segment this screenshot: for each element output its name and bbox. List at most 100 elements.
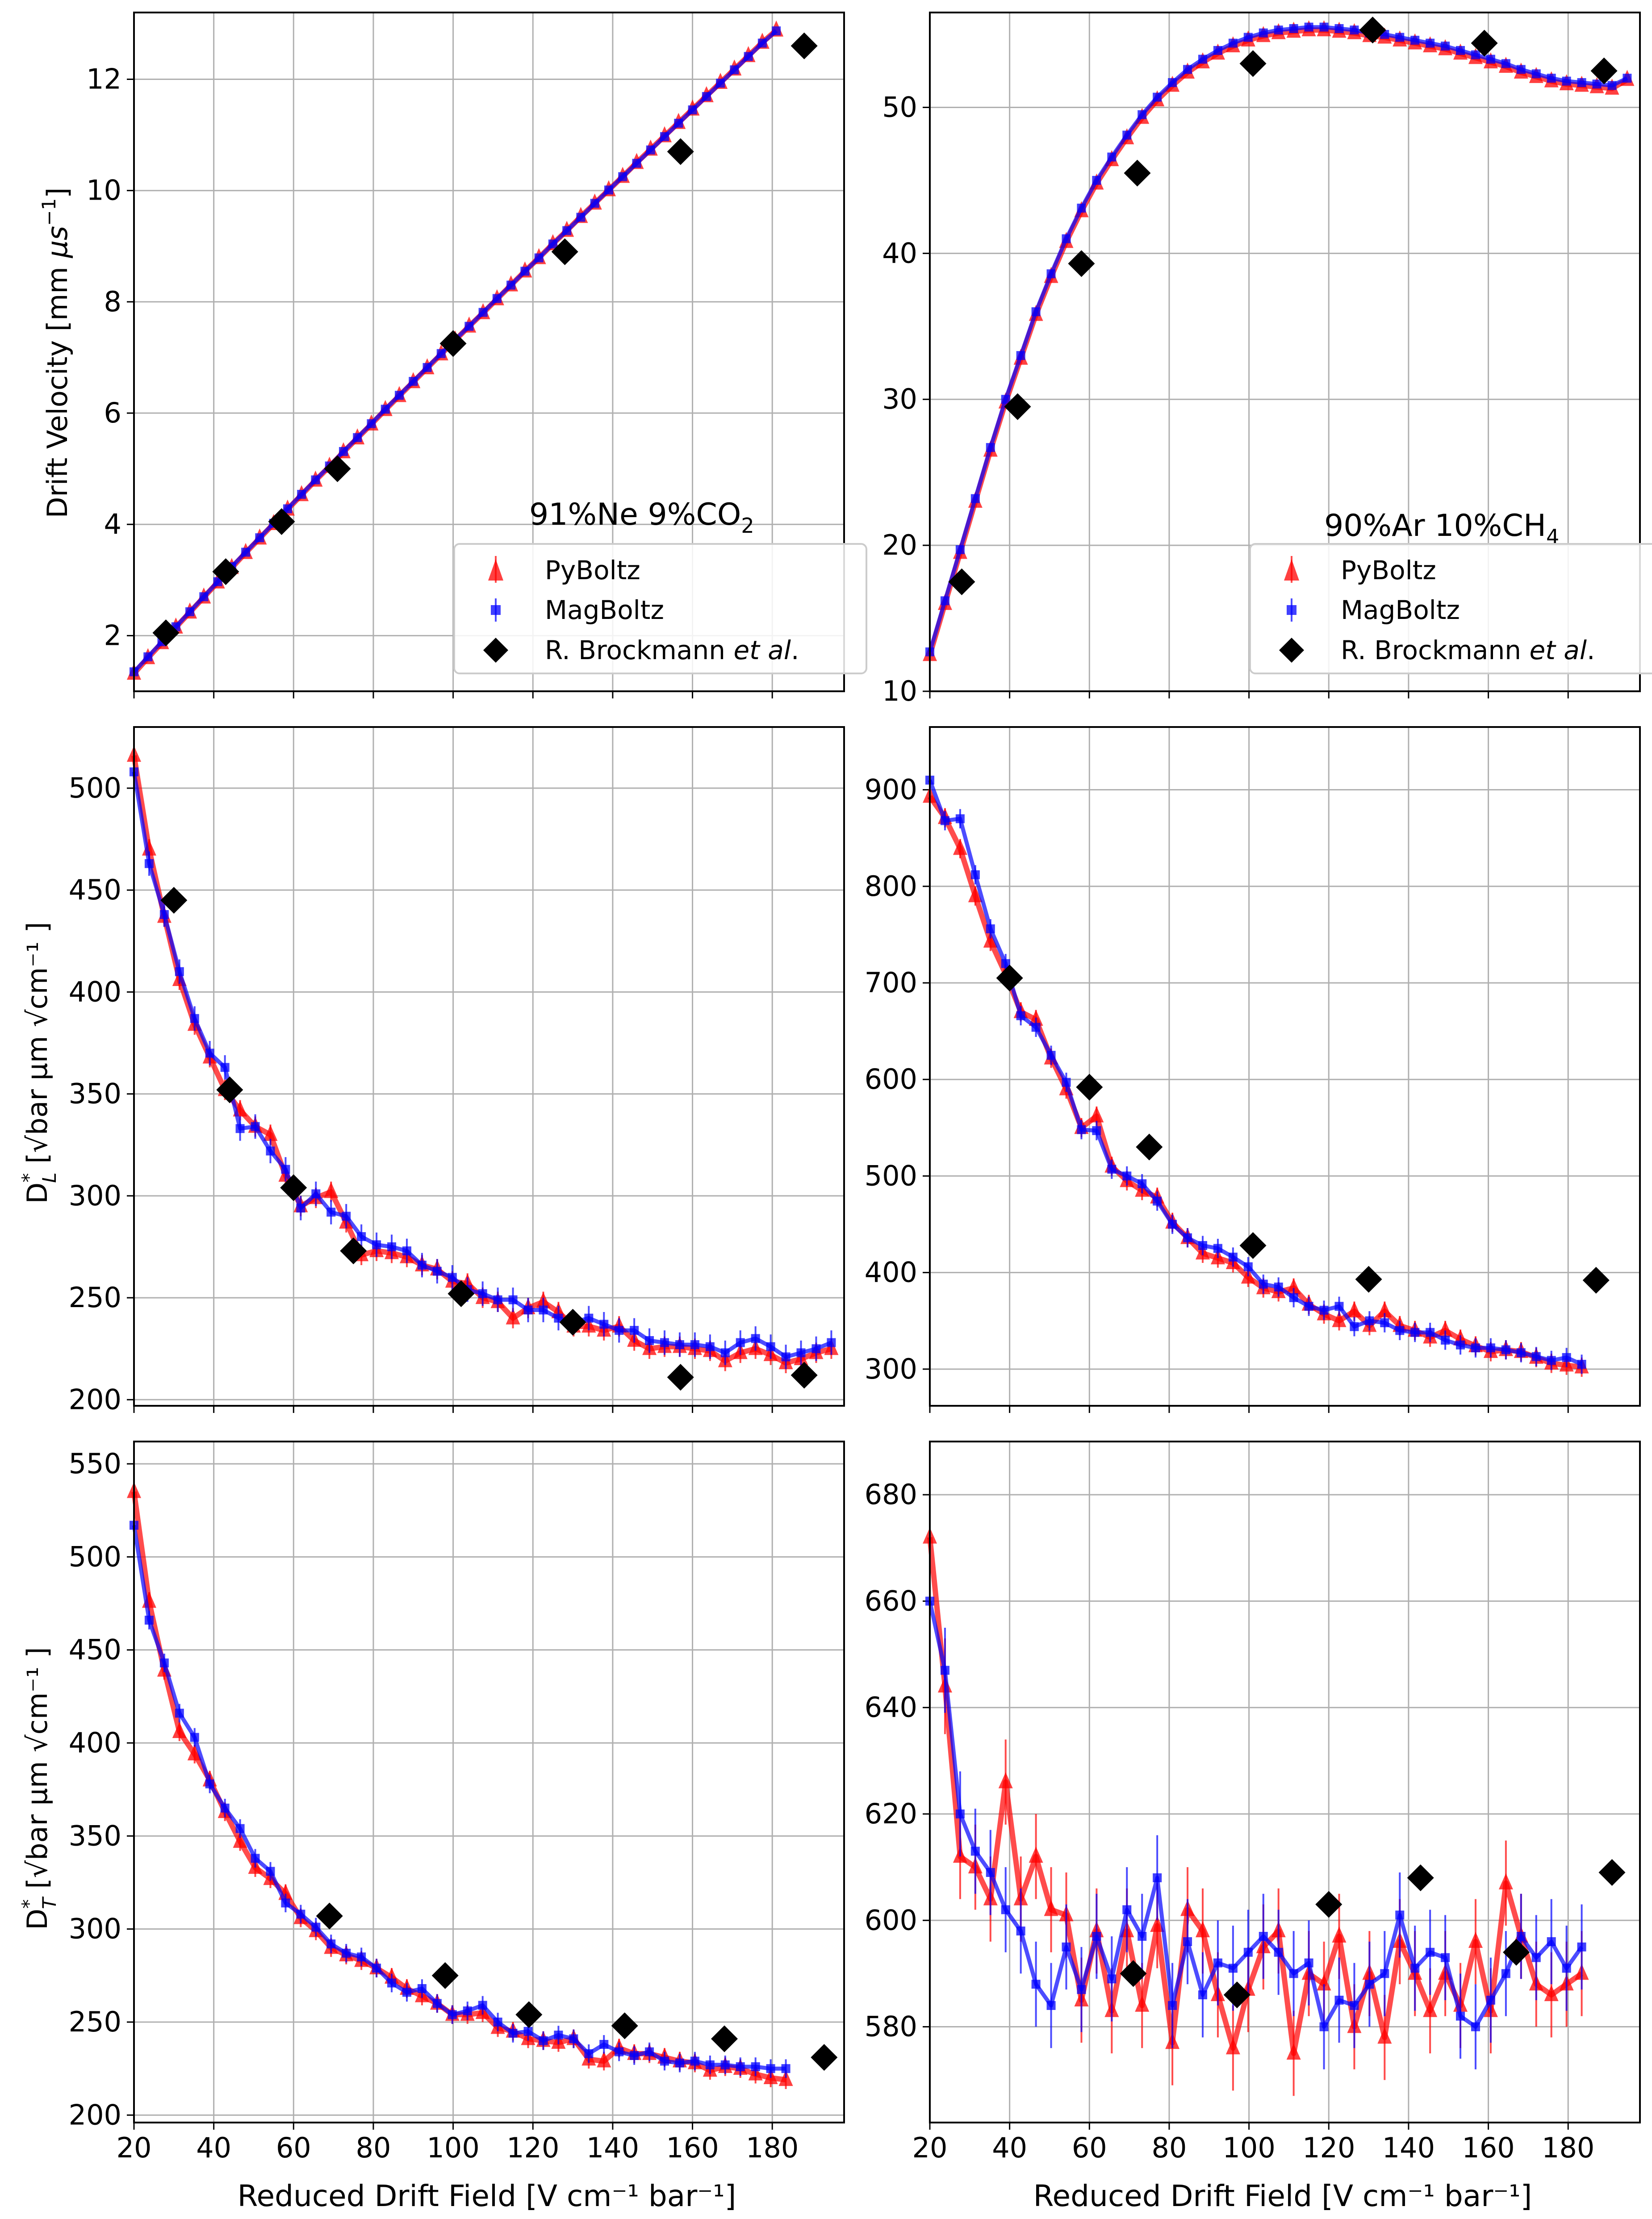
magboltz-point [1380, 1969, 1389, 1978]
magboltz-point [1441, 1335, 1450, 1345]
brockmann-point [551, 238, 578, 265]
magboltz-point [255, 533, 264, 543]
magboltz-point [1486, 54, 1495, 64]
legend-brockmann-icon [483, 638, 508, 663]
magboltz-point [1046, 2001, 1056, 2010]
magboltz-point [940, 596, 949, 606]
magboltz-point [1062, 1078, 1071, 1087]
magboltz-point [660, 132, 669, 141]
y-tick-label: 12 [86, 63, 121, 96]
magboltz-point [185, 607, 195, 616]
magboltz-point [1062, 234, 1071, 243]
y-tick-label: 450 [69, 1634, 121, 1666]
magboltz-point [190, 1733, 199, 1742]
magboltz-point [1471, 2022, 1480, 2031]
magboltz-point [1441, 42, 1450, 51]
magboltz-point [175, 1709, 184, 1718]
brockmann-point [948, 568, 975, 595]
ylabel-transverse-diffusion: D*T [√bar μm √cm⁻¹ ] [18, 1647, 60, 1930]
magboltz-point [645, 2047, 654, 2056]
pyboltz-point [953, 839, 967, 855]
brockmann-point [711, 2025, 738, 2052]
y-tick-label: 580 [865, 2010, 917, 2043]
magboltz-point [220, 1063, 230, 1072]
magboltz-point [417, 1261, 427, 1270]
magboltz-point [1334, 1302, 1344, 1311]
magboltz-point [448, 1273, 457, 1282]
pyboltz-point [1044, 1900, 1058, 1916]
pyboltz-point [1438, 1321, 1453, 1337]
magboltz-point [199, 592, 209, 602]
ylabel-longitudinal-diffusion: D*L [√bar μm √cm⁻¹ ] [18, 922, 60, 1204]
gas-label-left: 91%Ne 9%CO2 [529, 497, 754, 538]
magboltz-point [1228, 1964, 1238, 1973]
legend-brockmann-label: R. Brockmann et al. [1341, 635, 1595, 665]
magboltz-point [436, 349, 446, 358]
magboltz-point [1001, 1905, 1010, 1914]
magboltz-point [432, 1999, 442, 2008]
x-tick-label: 40 [992, 2131, 1027, 2164]
magboltz-point [1107, 1974, 1117, 1984]
magboltz-point [688, 105, 697, 115]
magboltz-point [1304, 1958, 1313, 1968]
chart-panel-3: 300 400 500 600 700 800 900 [865, 726, 1641, 1413]
x-tick-label: 60 [276, 2131, 311, 2164]
y-tick-label: 4 [104, 508, 121, 540]
magboltz-point [1243, 33, 1253, 42]
y-tick-label: 500 [865, 1159, 917, 1192]
y-tick-label: 550 [69, 1447, 121, 1480]
brockmann-point [1076, 1074, 1103, 1101]
magboltz-point [159, 1658, 169, 1667]
x-tick-label: 40 [196, 2131, 231, 2164]
chart-panel-2: 200 250 300 350 400 450 500 [69, 726, 845, 1416]
magboltz-point [705, 2060, 715, 2069]
brockmann-point [1590, 57, 1618, 84]
magboltz-point [297, 489, 306, 499]
magboltz-point [1486, 1343, 1495, 1353]
magboltz-point [1138, 1932, 1147, 1941]
magboltz-point [539, 2036, 548, 2045]
magboltz-point [1213, 1958, 1222, 1968]
magboltz-point [342, 1948, 351, 1958]
magboltz-point [311, 475, 320, 485]
magboltz-point [1213, 1244, 1222, 1253]
magboltz-point [1365, 1316, 1374, 1325]
brockmann-point [1239, 50, 1267, 77]
magboltz-point [955, 814, 965, 823]
magboltz-point [143, 652, 153, 661]
magboltz-point [1531, 1352, 1541, 1361]
magboltz-point [1243, 1947, 1253, 1957]
magboltz-point [508, 1295, 518, 1304]
magboltz-point [1259, 1279, 1268, 1289]
magboltz-point [1289, 1969, 1298, 1978]
y-tick-label: 6 [104, 397, 121, 429]
magboltz-point [757, 38, 767, 48]
x-tick-label: 20 [117, 2131, 152, 2164]
magboltz-point [409, 377, 418, 386]
brockmann-point [280, 1174, 307, 1201]
x-tick-label: 160 [1462, 2131, 1514, 2164]
magboltz-point [1274, 1283, 1283, 1292]
brockmann-point [212, 558, 239, 585]
magboltz-point [235, 1124, 245, 1133]
y-tick-label: 800 [865, 870, 917, 903]
magboltz-point [266, 1146, 275, 1156]
magboltz-point [1501, 59, 1510, 68]
magboltz-point [1365, 1980, 1374, 1989]
magboltz-point [464, 322, 474, 331]
magboltz-point [296, 1204, 305, 1213]
magboltz-point [281, 1165, 290, 1174]
magboltz-point [781, 1352, 790, 1362]
magboltz-point [1426, 1947, 1435, 1957]
magboltz-point [402, 1246, 411, 1256]
magboltz-point [554, 1313, 563, 1323]
magboltz-point [1092, 1126, 1101, 1135]
xlabel-left: Reduced Drift Field [V cm⁻¹ bar⁻¹] [238, 2179, 736, 2213]
magboltz-point [730, 65, 739, 75]
magboltz-point [417, 1984, 427, 1993]
pyboltz-line [927, 1537, 1584, 2056]
magboltz-point [1198, 1241, 1207, 1250]
magboltz-point [339, 447, 348, 456]
magboltz-point [675, 1340, 684, 1350]
magboltz-point [1077, 1125, 1086, 1134]
